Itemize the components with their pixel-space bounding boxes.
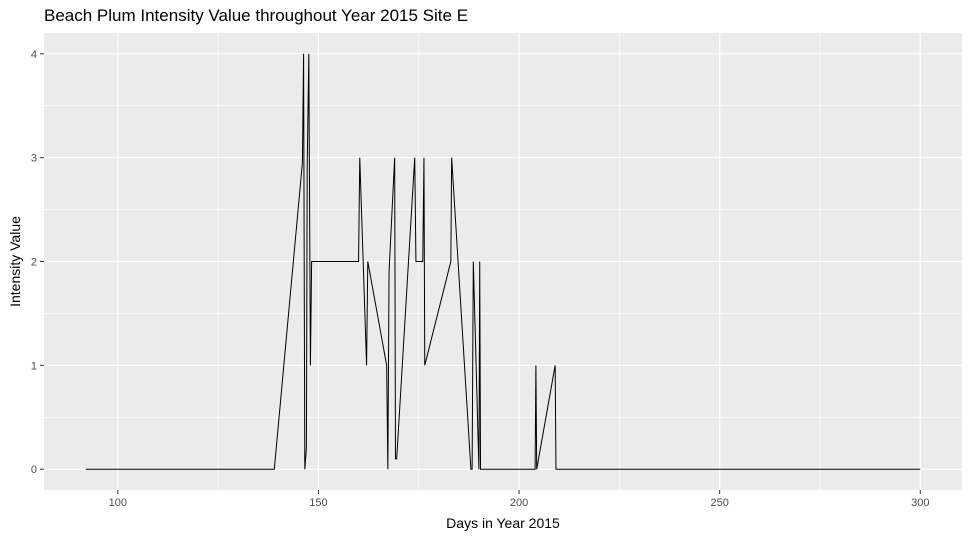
series-line [85,53,921,470]
data-point [471,468,473,470]
data-point [305,447,307,449]
data-point [472,260,474,262]
data-point [415,260,417,262]
data-point [536,468,538,470]
data-point [387,468,389,470]
x-tick-label: 100 [109,497,127,509]
x-tick-label: 250 [710,497,728,509]
x-tick-label: 300 [911,497,929,509]
data-point [365,364,367,366]
data-point [479,468,481,470]
data-point [301,162,303,164]
y-axis-title: Intensity Value [7,216,23,307]
data-point [357,260,359,262]
data-point [450,260,452,262]
data-point [359,156,361,158]
data-point [310,260,312,262]
data-point [554,364,556,366]
series-layer [85,53,921,470]
data-point [422,260,424,262]
data-point [535,364,537,366]
data-point [555,468,557,470]
data-point [304,468,306,470]
y-tick-label: 0 [31,464,37,476]
y-tick-label: 3 [31,153,37,165]
data-point [919,468,921,470]
data-point [423,156,425,158]
data-point [367,260,369,262]
data-point [414,156,416,158]
data-point [450,156,452,158]
data-point [388,271,390,273]
y-tick-label: 2 [31,257,37,269]
data-point [393,156,395,158]
y-tick-label: 1 [31,360,37,372]
data-point [395,458,397,460]
data-point [479,260,481,262]
data-point [85,468,87,470]
y-tick-label: 4 [31,49,37,61]
x-tick-label: 150 [309,497,327,509]
y-axis: 0 1 2 3 4 [31,49,44,476]
x-axis-title: Days in Year 2015 [446,515,560,531]
data-point [306,167,308,169]
data-point [424,364,426,366]
data-point [309,364,311,366]
data-point [385,364,387,366]
data-point [308,53,310,55]
data-point [273,468,275,470]
data-point [302,53,304,55]
chart-title: Beach Plum Intensity Value throughout Ye… [44,6,469,25]
x-axis: 100 150 200 250 300 [109,490,929,509]
x-tick-label: 200 [510,497,528,509]
